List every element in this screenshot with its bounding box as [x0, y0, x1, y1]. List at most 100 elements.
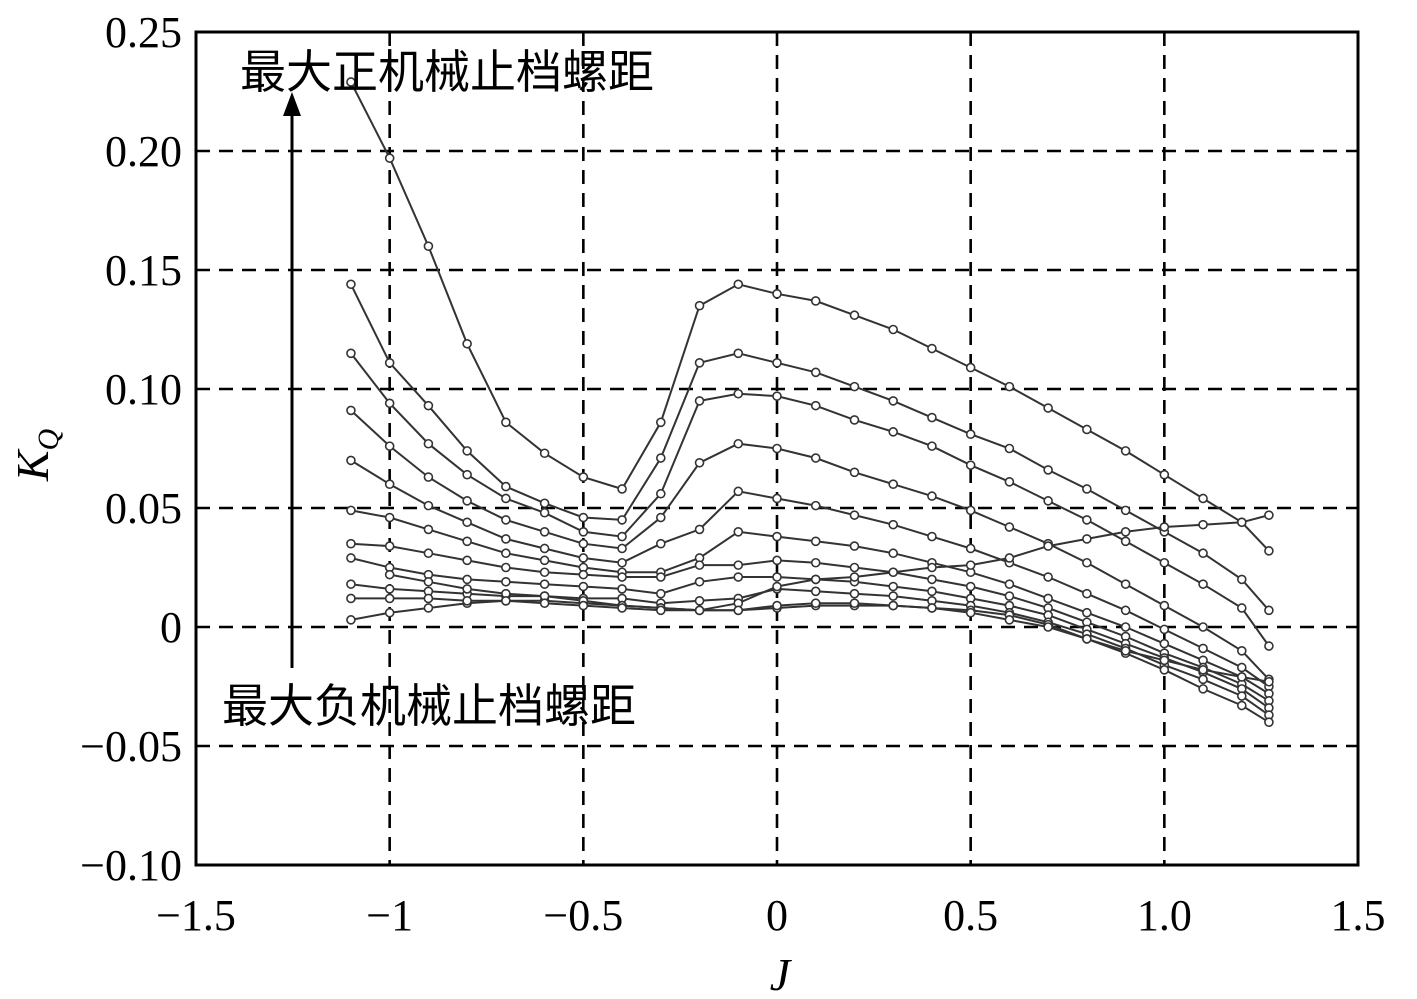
- y-axis-title-subscript: Q: [32, 428, 65, 450]
- data-point: [384, 607, 395, 618]
- data-point: [1237, 645, 1247, 656]
- series-12: [346, 593, 1274, 687]
- data-point: [965, 581, 976, 592]
- data-point: [1082, 607, 1092, 618]
- data-point: [1082, 634, 1092, 644]
- data-point: [462, 574, 472, 585]
- data-point: [423, 500, 434, 511]
- data-point: [1198, 579, 1208, 589]
- data-point: [346, 593, 356, 604]
- data-point: [1120, 446, 1131, 456]
- data-point: [617, 531, 627, 542]
- data-point: [733, 605, 744, 616]
- data-point: [617, 557, 627, 568]
- data-point: [1043, 593, 1053, 604]
- x-tick-label: −1.5: [156, 891, 236, 940]
- data-point: [346, 455, 356, 466]
- data-point: [346, 538, 356, 549]
- y-tick-label: 0.10: [105, 365, 182, 414]
- data-point: [539, 555, 550, 566]
- data-point: [1004, 381, 1015, 392]
- data-point: [346, 553, 356, 563]
- data-point: [1264, 676, 1274, 687]
- plot-frame: [194, 30, 1360, 867]
- data-point: [733, 526, 744, 537]
- series-group: [346, 77, 1274, 728]
- data-point: [655, 453, 666, 463]
- data-point: [965, 362, 976, 373]
- y-tick-label: 0: [160, 603, 182, 652]
- data-point: [849, 415, 860, 425]
- series-3: [346, 348, 1274, 651]
- data-point: [501, 596, 511, 606]
- x-tick-label: −1: [366, 891, 413, 940]
- y-axis-title-main: K: [7, 448, 58, 482]
- series-5: [346, 455, 1274, 692]
- data-point: [927, 574, 937, 585]
- data-point: [1004, 477, 1015, 487]
- data-point: [1120, 526, 1131, 537]
- data-point: [1198, 493, 1208, 504]
- data-point: [384, 541, 395, 551]
- data-point: [733, 572, 744, 582]
- data-point: [1237, 691, 1247, 701]
- x-tick-label: 0: [766, 891, 788, 940]
- data-point: [849, 310, 860, 321]
- data-point: [1043, 622, 1053, 632]
- data-point: [888, 324, 899, 335]
- series-line: [350, 542, 1270, 702]
- data-point: [1159, 469, 1170, 480]
- data-point: [539, 598, 550, 609]
- data-point: [1159, 522, 1170, 532]
- data-point: [1004, 591, 1015, 601]
- data-point: [888, 396, 899, 406]
- data-point: [1120, 536, 1131, 547]
- data-point: [888, 548, 899, 559]
- data-point: [927, 412, 937, 423]
- data-point: [927, 343, 937, 354]
- data-point: [1043, 541, 1053, 551]
- data-point: [1043, 403, 1053, 413]
- annotation-max-negative-pitch: 最大负机械止档螺距: [222, 679, 636, 733]
- y-tick-label: 0.15: [105, 246, 182, 295]
- data-point: [1120, 645, 1131, 656]
- data-point: [384, 593, 395, 604]
- data-point: [617, 484, 627, 494]
- data-point: [1237, 672, 1247, 682]
- data-point: [810, 400, 821, 411]
- data-point: [655, 417, 666, 428]
- data-point: [655, 538, 666, 549]
- data-point: [346, 405, 356, 416]
- data-point: [849, 510, 860, 520]
- data-point: [694, 560, 705, 570]
- data-point: [346, 77, 356, 87]
- data-point: [423, 472, 434, 482]
- data-point: [462, 536, 472, 547]
- data-point: [1264, 641, 1274, 651]
- data-point: [772, 493, 782, 504]
- x-tick-label: 1.5: [1331, 891, 1386, 940]
- data-point: [810, 536, 821, 547]
- data-point: [501, 515, 511, 525]
- data-point: [1004, 553, 1015, 563]
- data-point: [655, 605, 666, 616]
- data-point: [694, 576, 705, 587]
- data-point: [578, 600, 589, 611]
- data-point: [1159, 624, 1170, 635]
- data-point: [384, 569, 395, 580]
- data-point: [849, 467, 860, 478]
- data-point: [733, 438, 744, 449]
- data-point: [849, 598, 860, 609]
- data-point: [1237, 574, 1247, 585]
- data-point: [1264, 605, 1274, 616]
- data-point: [1120, 605, 1131, 616]
- data-point: [1082, 515, 1092, 525]
- data-point: [772, 600, 782, 611]
- data-point: [694, 524, 705, 535]
- data-point: [539, 448, 550, 459]
- data-point: [810, 367, 821, 378]
- data-point: [1159, 655, 1170, 666]
- data-point: [1159, 638, 1170, 649]
- data-point: [810, 574, 821, 585]
- data-point: [1043, 572, 1053, 582]
